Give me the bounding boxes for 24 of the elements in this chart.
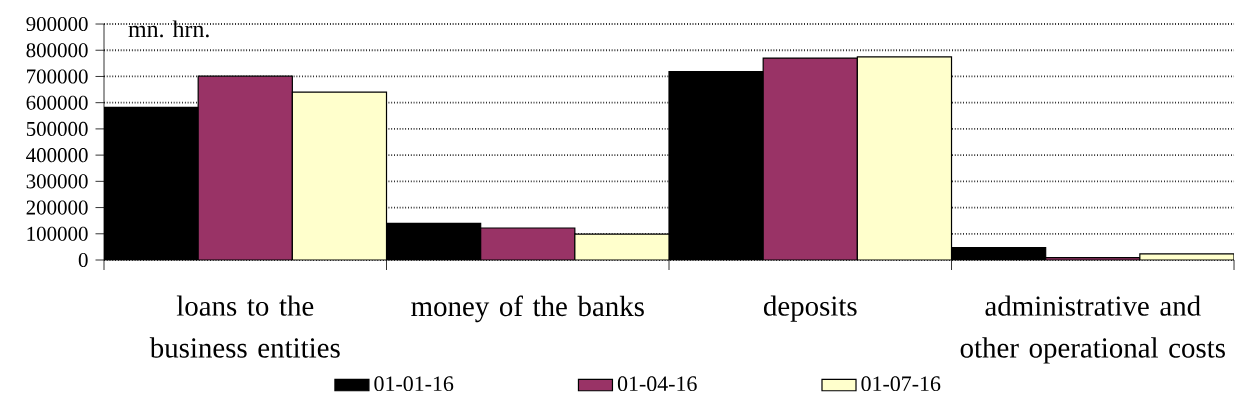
legend-label: 01-07-16 — [861, 376, 941, 392]
y-tick-label: 200000 — [26, 200, 88, 215]
legend-label: 01-01-16 — [374, 376, 454, 392]
bar — [480, 228, 575, 260]
y-tick-label: 100000 — [27, 226, 88, 241]
bar — [198, 76, 293, 260]
y-tick-label: 800000 — [26, 43, 88, 58]
bar — [857, 56, 952, 260]
y-tick-label: 0 — [78, 252, 88, 268]
x-tick-label: money of the banks — [411, 295, 644, 323]
y-tick-label: 700000 — [27, 69, 88, 84]
y-axis-title: mn. hrn. — [128, 20, 209, 38]
y-tick-label: 900000 — [26, 16, 88, 32]
x-tick-label: deposits — [763, 295, 857, 322]
bar — [763, 58, 858, 260]
bar — [574, 234, 670, 260]
x-tick-label: loans to the business entities — [149, 295, 340, 358]
legend-label: 01-04-16 — [617, 376, 697, 392]
bar — [292, 92, 387, 260]
x-tick-label: administrative and other operational costs — [960, 295, 1225, 364]
y-tick-label: 400000 — [26, 148, 88, 163]
y-tick-label: 500000 — [26, 121, 88, 136]
y-tick-label: 600000 — [26, 95, 88, 110]
y-tick-label: 300000 — [26, 174, 88, 189]
